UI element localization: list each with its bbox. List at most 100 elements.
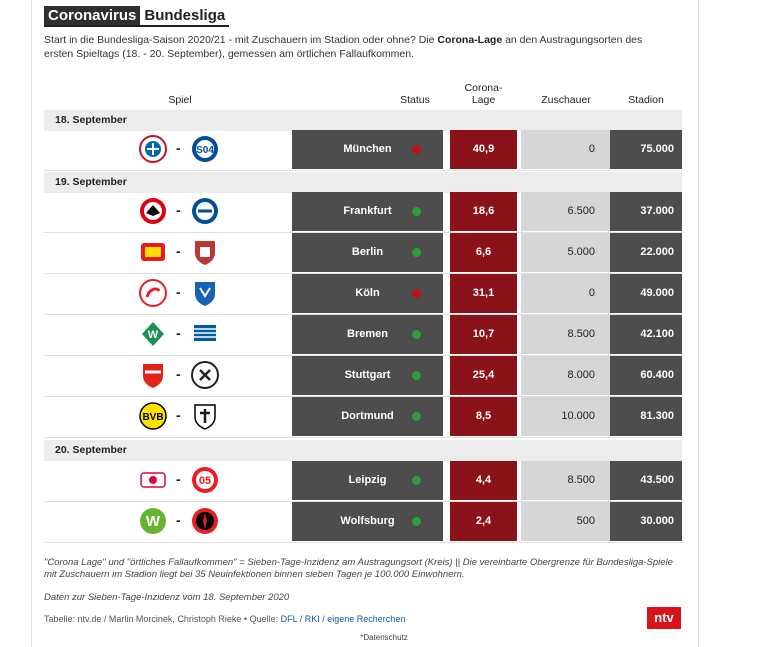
intro-text: Start in die Bundesliga-Saison 2020/21 -… [44,33,664,61]
match-dash: - [176,366,181,382]
freiburg-logo [191,361,219,389]
table-row: - Köln 31,1 0 49.000 [44,274,682,315]
bayern-logo [139,135,167,163]
status-dot-green [412,412,421,421]
status-dot-red [412,289,421,298]
venue-city: Dortmund [292,397,443,436]
stadion-capacity: 60.400 [610,356,682,395]
page-title: Coronavirus Bundesliga [44,6,230,27]
stuttgart-logo [139,361,167,389]
match-dash: - [176,284,181,300]
day-header: 18. September [44,110,682,131]
svg-text:BVB: BVB [142,412,163,423]
source-text: Tabelle: ntv.de / Marlin Morcinek, Chris… [44,614,281,624]
stadion-capacity: 22.000 [610,233,682,272]
header-lage-line1: Corona- [464,82,503,94]
match-dash: - [176,202,181,218]
header-lage: Corona- Lage [450,82,517,106]
row-divider [44,437,682,438]
footnote-definition: "Corona Lage" und "örtliches Fallaufkomm… [44,557,673,580]
match-dash: - [176,407,181,423]
corona-lage-value: 6,6 [450,233,517,272]
hoffenheim-logo [191,279,219,307]
header-zuschauer: Zuschauer [541,94,591,106]
match-dash: - [176,512,181,528]
stadion-capacity: 43.500 [610,461,682,500]
match-dash: - [176,243,181,259]
leverkusen-logo [191,507,219,535]
corona-lage-value: 40,9 [450,130,517,169]
status-dot-green [412,371,421,380]
svg-text:S04: S04 [196,145,214,156]
header-spiel: Spiel [168,94,192,106]
stadion-capacity: 81.300 [610,397,682,436]
table-row: - S04 München 40,9 0 75.000 [44,130,682,171]
augsburg-logo [191,238,219,266]
union-logo [139,238,167,266]
header-lage-line2: Lage [471,94,496,106]
status-dot-green [412,517,421,526]
source-link[interactable]: DFL / RKI / eigene Recherchen [280,614,406,624]
frame-right-border [698,0,699,647]
corona-lage-value: 31,1 [450,274,517,313]
day-header: 19. September [44,172,682,193]
mainz-logo: 05 [191,466,219,494]
status-dot-green [412,248,421,257]
row-divider [44,501,682,502]
row-divider [44,314,682,315]
row-divider [44,232,682,233]
source-line: Tabelle: ntv.de / Marlin Morcinek, Chris… [44,614,405,624]
corona-lage-value: 2,4 [450,502,517,541]
match-dash: - [176,471,181,487]
intro-bold: Corona-Lage [437,34,503,46]
frankfurt-logo [139,197,167,225]
table-row: BVB - Dortmund 8,5 10.000 81.300 [44,397,682,438]
table-row: -05 Leipzig 4,4 8.500 43.500 [44,461,682,502]
row-divider [44,170,682,171]
leipzig-logo [139,466,167,494]
stadion-capacity: 37.000 [610,192,682,231]
day-header: 20. September [44,440,682,461]
corona-lage-value: 8,5 [450,397,517,436]
match-dash: - [176,140,181,156]
gladbach-logo [191,402,219,430]
schalke-logo: S04 [191,135,219,163]
svg-text:W: W [146,513,161,530]
wolfsburg-logo: W [139,507,167,535]
corona-lage-value: 4,4 [450,461,517,500]
koeln-logo [139,279,167,307]
bremen-logo: W [139,320,167,348]
header-stadion: Stadion [628,94,664,106]
title-tag: Coronavirus [44,6,141,25]
table-row: - Frankfurt 18,6 6.500 37.000 [44,192,682,233]
intro-part1: Start in die Bundesliga-Saison 2020/21 -… [44,34,438,46]
corona-lage-value: 25,4 [450,356,517,395]
frame-left-border [31,0,32,647]
bielefeld-logo [191,197,219,225]
table-row: W - Wolfsburg 2,4 500 30.000 [44,502,682,543]
status-dot-green [412,330,421,339]
match-dash: - [176,325,181,341]
row-divider [44,396,682,397]
table-row: W - Bremen 10,7 8.500 42.100 [44,315,682,356]
ntv-logo[interactable]: ntv [647,607,681,629]
stadion-capacity: 30.000 [610,502,682,541]
row-divider [44,273,682,274]
footnote-date: Daten zur Sieben-Tage-Inzidenz vom 18. S… [44,592,290,603]
stadion-capacity: 42.100 [610,315,682,354]
status-dot-green [412,207,421,216]
row-divider [44,355,682,356]
table-row: - Stuttgart 25,4 8.000 60.400 [44,356,682,397]
title-word: Bundesliga [144,7,226,24]
svg-text:W: W [148,329,159,341]
header-status: Status [400,94,430,106]
datenschutz-link[interactable]: *Datenschutz [360,633,408,642]
row-divider [44,542,682,543]
dortmund-logo: BVB [139,402,167,430]
stadion-capacity: 49.000 [610,274,682,313]
intro-part2: an den Austragungsorten des ersten Spiel… [44,34,643,60]
stadion-capacity: 75.000 [610,130,682,169]
corona-lage-value: 18,6 [450,192,517,231]
status-dot-red [412,145,421,154]
status-dot-green [412,476,421,485]
